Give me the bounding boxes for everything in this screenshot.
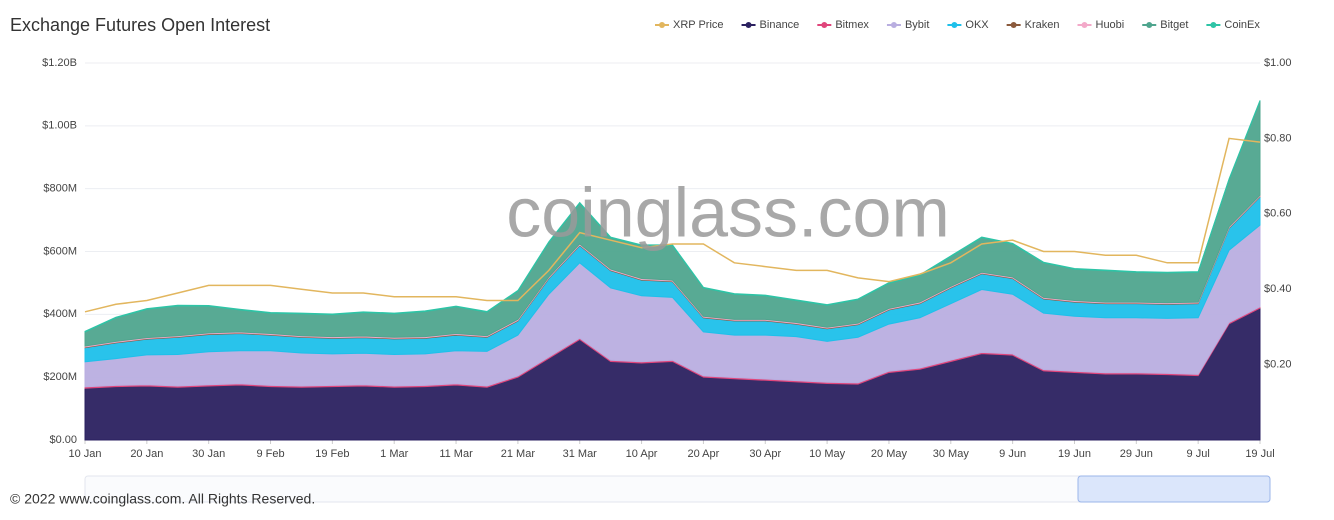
- chart-title: Exchange Futures Open Interest: [10, 15, 270, 35]
- x-tick-label: 20 Apr: [688, 448, 720, 460]
- legend-label: Binance: [760, 19, 800, 31]
- legend-marker: [951, 22, 958, 28]
- legend-label: CoinEx: [1224, 19, 1260, 31]
- legend-label: Bybit: [905, 19, 929, 31]
- legend-item[interactable]: Huobi: [1077, 19, 1125, 31]
- x-tick-label: 30 Apr: [749, 448, 781, 460]
- y2-tick-label: $0.20: [1264, 359, 1292, 371]
- x-tick-label: 19 Jun: [1058, 448, 1091, 460]
- legend-marker: [890, 22, 897, 28]
- x-tick-label: 9 Jun: [999, 448, 1026, 460]
- y-tick-label: $0.00: [49, 434, 77, 446]
- price-line: [84, 137, 1261, 313]
- x-tick-label: 19 Feb: [315, 448, 349, 460]
- legend-marker: [659, 22, 665, 28]
- legend-marker: [745, 22, 752, 28]
- legend-label: Huobi: [1096, 19, 1125, 31]
- legend-item[interactable]: Bitget: [1142, 19, 1188, 31]
- y2-tick-label: $0.40: [1264, 283, 1292, 295]
- legend-label: Kraken: [1025, 19, 1060, 31]
- area: [84, 100, 1261, 333]
- legend-item[interactable]: CoinEx: [1206, 19, 1260, 31]
- x-tick-label: 10 Jan: [68, 448, 101, 460]
- y2-tick-label: $1.00: [1264, 57, 1292, 69]
- footer: © 2022 www.coinglass.com. All Rights Res…: [10, 491, 315, 507]
- legend-marker: [1010, 22, 1017, 28]
- x-tick-label: 30 May: [933, 448, 970, 460]
- x-tick-label: 30 Jan: [192, 448, 225, 460]
- x-tick-label: 9 Jul: [1187, 448, 1210, 460]
- navigator-window[interactable]: [1077, 475, 1271, 503]
- x-tick-label: 11 Mar: [439, 448, 473, 460]
- legend-item[interactable]: Bybit: [886, 19, 929, 31]
- y2-tick-label: $0.80: [1264, 132, 1292, 144]
- x-tick-label: 9 Feb: [256, 448, 284, 460]
- watermark: coinglass.com: [506, 173, 950, 251]
- legend-item[interactable]: Bitmex: [817, 19, 869, 31]
- y-tick-label: $800M: [43, 183, 77, 195]
- y2-tick-label: $0.60: [1264, 208, 1292, 220]
- x-tick-label: 20 May: [871, 448, 908, 460]
- legend-label: XRP Price: [673, 19, 724, 31]
- x-tick-label: 10 May: [809, 448, 846, 460]
- x-tick-label: 10 Apr: [626, 448, 658, 460]
- legend-item[interactable]: XRP Price: [655, 19, 724, 31]
- x-tick-label: 1 Mar: [380, 448, 408, 460]
- legend-item[interactable]: OKX: [947, 19, 989, 31]
- plot-area: $0.00 $200M $400M $600M $800M $1.00B $1.20B $0.…: [42, 57, 1291, 460]
- legend-item[interactable]: Kraken: [1006, 19, 1060, 31]
- x-tick-label: 21 Mar: [501, 448, 536, 460]
- x-tick-label: 19 Jul: [1245, 448, 1274, 460]
- legend-label: Bitmex: [835, 19, 869, 31]
- legend-label: Bitget: [1160, 19, 1188, 31]
- x-tick-label: 29 Jun: [1120, 448, 1153, 460]
- x-tick-label: 20 Jan: [130, 448, 163, 460]
- y-tick-label: $1.20B: [42, 57, 77, 69]
- y-tick-label: $600M: [43, 245, 77, 257]
- legend-marker: [821, 22, 828, 28]
- legend-label: OKX: [965, 19, 989, 31]
- y-tick-label: $400M: [43, 308, 77, 320]
- legend-marker: [1146, 22, 1153, 28]
- y-tick-label: $200M: [43, 371, 77, 383]
- x-tick-label: 31 Mar: [563, 448, 598, 460]
- y-tick-label: $1.00B: [42, 120, 77, 132]
- legend-marker: [1210, 22, 1217, 28]
- legend-item[interactable]: Binance: [741, 19, 800, 31]
- legend-marker: [1081, 22, 1088, 28]
